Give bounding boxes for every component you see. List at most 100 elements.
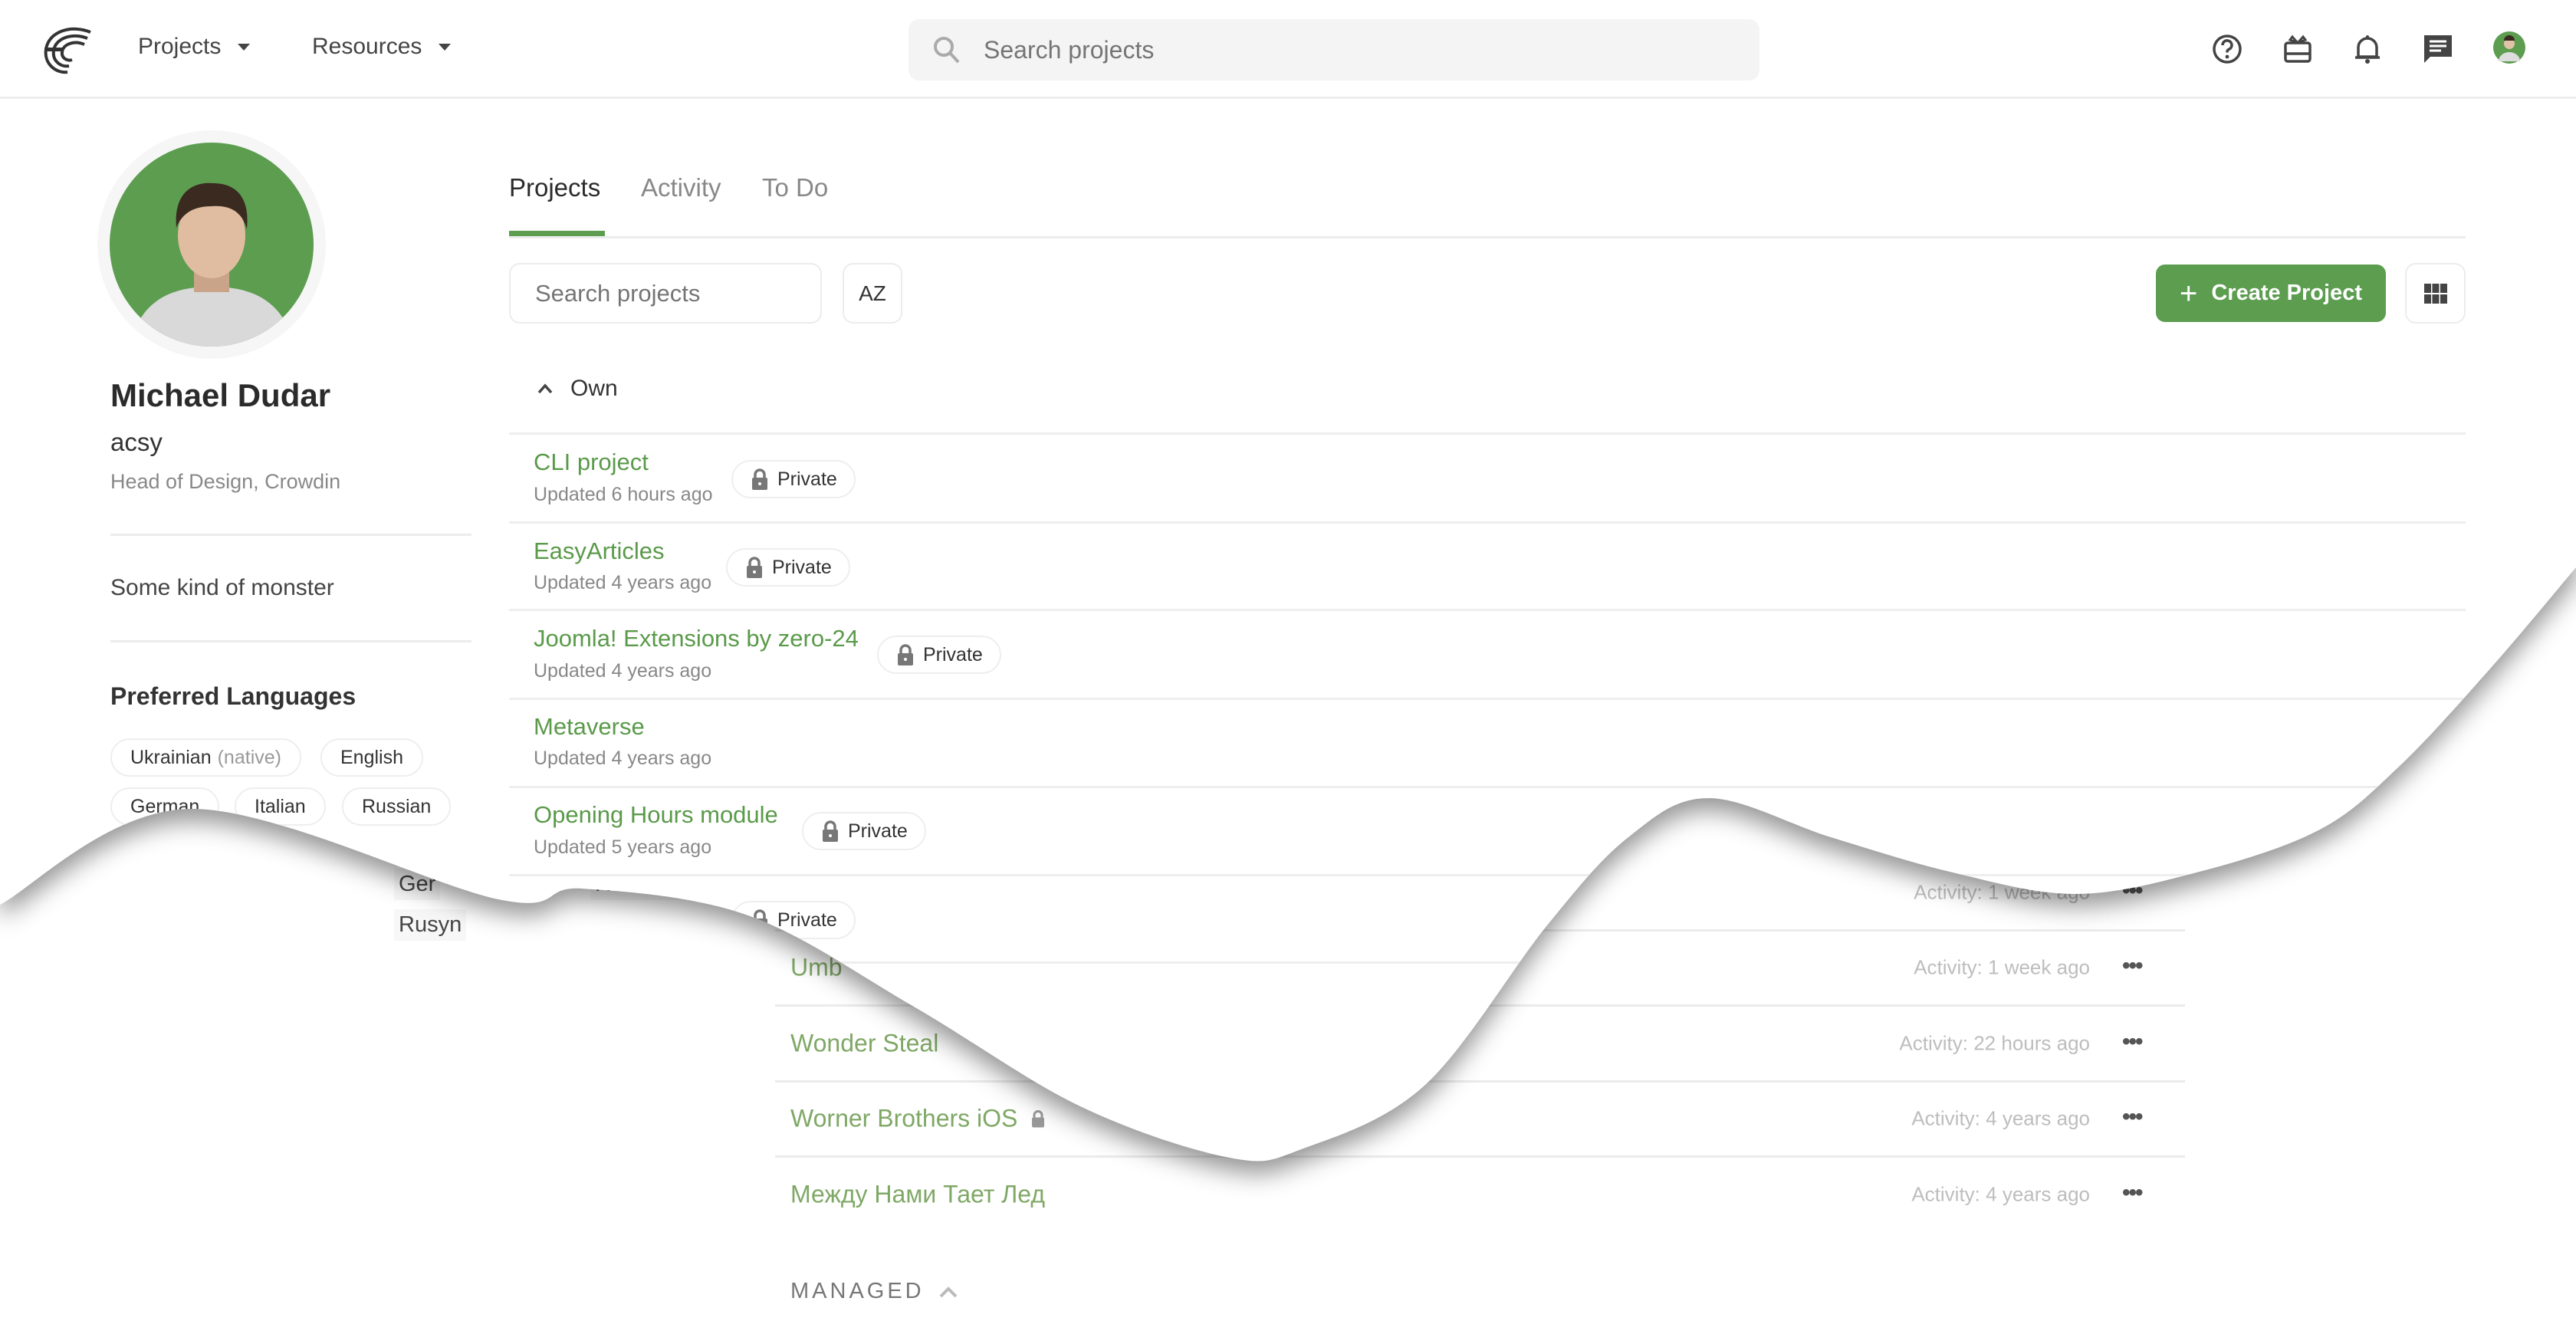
more-icon[interactable]: ••• — [2122, 953, 2143, 978]
row-divider — [509, 521, 2466, 524]
private-badge: Private — [802, 812, 926, 850]
badge-label: Private — [777, 909, 837, 931]
own-section-label: Own — [570, 376, 618, 401]
nav-projects-label: Projects — [138, 34, 222, 59]
chevron-up-icon — [537, 383, 554, 395]
language-name: Russian — [362, 795, 432, 817]
search-icon — [932, 35, 962, 65]
private-badge: Private — [877, 636, 1001, 674]
row-divider — [775, 1155, 2185, 1158]
project-updated: Updated 4 years ago — [534, 572, 712, 593]
private-badge: Private — [731, 460, 856, 498]
gift-icon[interactable] — [2281, 32, 2315, 66]
nav-resources-menu[interactable]: Resources — [312, 34, 451, 60]
managed-section-toggle[interactable]: MANAGED — [790, 1279, 958, 1304]
legacy-project-name[interactable]: Между Нами Тает Лед — [790, 1180, 1046, 1208]
profile-avatar — [97, 130, 327, 360]
more-icon[interactable]: ••• — [2122, 1029, 2143, 1054]
languages-title: Preferred Languages — [110, 682, 356, 710]
project-name[interactable]: Joomla! Extensions by zero-24 — [534, 625, 859, 652]
language-name: German — [130, 795, 200, 817]
project-name[interactable]: Metaverse — [534, 713, 645, 740]
own-section-toggle[interactable]: Own — [537, 376, 618, 402]
sort-button[interactable]: AZ — [843, 263, 902, 324]
chevron-up-icon — [939, 1286, 958, 1297]
user-avatar[interactable] — [2492, 31, 2526, 64]
private-badge: Private — [731, 901, 856, 939]
caret-down-icon — [439, 44, 451, 51]
project-name[interactable]: CLI project — [534, 449, 649, 475]
row-divider — [509, 432, 2466, 435]
language-chip: German — [110, 787, 219, 826]
legacy-project-name-row[interactable]: Worner Brothers iOS — [790, 1105, 1045, 1133]
lock-icon — [751, 468, 768, 490]
tab-projects[interactable]: Projects — [509, 173, 601, 202]
global-search-input[interactable] — [982, 35, 1675, 65]
language-chip: Russian — [342, 787, 451, 826]
profile-username: acsy — [110, 428, 163, 456]
profile-bio: Some kind of monster — [110, 575, 334, 600]
legacy-activity: Activity: 4 years ago — [1911, 1106, 2090, 1130]
lock-icon — [822, 820, 839, 842]
private-badge: Private — [726, 548, 850, 587]
row-divider — [775, 1080, 2185, 1083]
create-project-button[interactable]: + Create Project — [2156, 265, 2386, 322]
grid-view-button[interactable] — [2405, 263, 2466, 324]
project-updated: Updated 4 years ago — [534, 748, 712, 769]
legacy-project-name[interactable]: Worner Brothers iOS — [790, 1104, 1018, 1132]
lock-icon — [1032, 1109, 1045, 1127]
tabs-divider — [509, 236, 2466, 238]
legacy-activity: Activity: 4 years ago — [1911, 1182, 2090, 1206]
sort-az-icon: AZ — [859, 281, 886, 305]
row-divider — [509, 698, 2466, 700]
lock-icon — [751, 909, 768, 931]
project-updated: Updated 5 years ago — [534, 836, 712, 858]
active-tab-indicator — [509, 231, 605, 236]
row-divider — [509, 786, 2466, 788]
row-divider — [509, 874, 2466, 876]
badge-label: Private — [923, 643, 983, 665]
language-name: Ukrainian — [130, 746, 212, 768]
global-search[interactable] — [909, 19, 1760, 81]
create-project-label: Create Project — [2211, 281, 2362, 305]
language-note: (native) — [217, 746, 281, 768]
managed-label: MANAGED — [790, 1279, 925, 1303]
language-chip: Ukrainian (native) — [110, 738, 301, 777]
profile-name: Michael Dudar — [110, 377, 331, 413]
caret-down-icon — [238, 44, 250, 51]
lock-icon — [746, 557, 763, 578]
project-name[interactable]: EasyArticles — [534, 537, 665, 564]
project-search-input[interactable] — [509, 263, 822, 324]
chat-icon[interactable] — [2421, 32, 2455, 66]
legacy-activity: Activity: 22 hours ago — [1899, 1031, 2090, 1055]
row-divider — [509, 961, 2466, 964]
project-name[interactable]: Opening Hours module — [534, 801, 778, 828]
badge-label: Private — [777, 468, 837, 490]
divider — [110, 534, 472, 536]
badge-label: Private — [848, 820, 908, 842]
more-icon[interactable]: ••• — [2122, 1104, 2143, 1129]
nav-projects-menu[interactable]: Projects — [138, 34, 250, 60]
grid-icon — [2424, 284, 2447, 304]
language-chip: English — [320, 738, 423, 777]
more-icon[interactable]: ••• — [2122, 1180, 2143, 1205]
legacy-activity: Activity: 1 week ago — [1914, 955, 2090, 979]
lock-icon — [897, 644, 914, 665]
project-updated: Updated 6 hours ago — [534, 484, 713, 505]
legacy-project-name[interactable]: Wonder Steal — [790, 1029, 939, 1057]
divider — [110, 640, 472, 642]
language-name: English — [340, 746, 403, 768]
legacy-language-rusyn: Rusyn — [394, 909, 467, 941]
plus-icon: + — [2179, 276, 2198, 311]
crowdin-logo-icon[interactable] — [41, 26, 95, 75]
bell-icon[interactable] — [2351, 32, 2384, 66]
help-icon[interactable] — [2210, 32, 2244, 66]
tab-activity[interactable]: Activity — [641, 173, 721, 202]
project-updated: Updated 4 years ago — [534, 660, 712, 682]
nav-resources-label: Resources — [312, 34, 422, 59]
language-chip: Italian — [235, 787, 326, 826]
tab-todo[interactable]: To Do — [762, 173, 829, 202]
row-divider — [509, 609, 2466, 611]
top-header: Projects Resources — [0, 0, 2576, 99]
